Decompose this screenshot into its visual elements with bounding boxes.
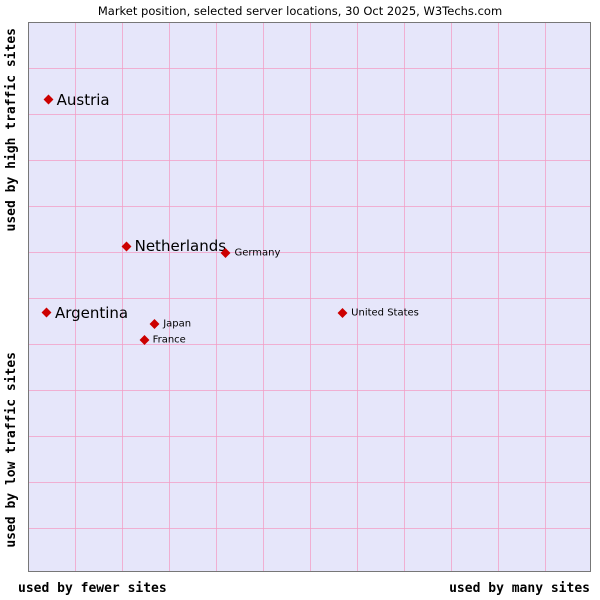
point-label: Japan bbox=[163, 318, 192, 330]
diamond-marker-icon bbox=[139, 335, 150, 346]
x-axis-label-many-sites: used by many sites bbox=[449, 581, 590, 596]
diamond-marker-icon bbox=[41, 307, 52, 318]
data-point-netherlands: Netherlands bbox=[121, 237, 227, 256]
point-label: Netherlands bbox=[134, 237, 227, 256]
point-label: Germany bbox=[234, 247, 281, 259]
data-point-japan: Japan bbox=[149, 318, 192, 330]
diamond-marker-icon bbox=[149, 318, 160, 329]
point-label: United States bbox=[351, 307, 419, 319]
chart-title: Market position, selected server locatio… bbox=[97, 4, 503, 18]
data-point-france: France bbox=[139, 334, 186, 346]
diamond-marker-icon bbox=[121, 241, 132, 251]
data-point-austria: Austria bbox=[43, 90, 110, 109]
diamond-marker-icon bbox=[337, 307, 348, 318]
x-axis-label-fewer-sites: used by fewer sites bbox=[18, 581, 167, 596]
point-label: Argentina bbox=[54, 303, 129, 322]
point-label: Austria bbox=[56, 90, 110, 109]
data-point-germany: Germany bbox=[221, 247, 281, 259]
data-point-argentina: Argentina bbox=[41, 303, 129, 322]
diamond-marker-icon bbox=[221, 248, 231, 259]
y-axis-label-low-traffic: used by low traffic sites bbox=[4, 352, 19, 548]
y-axis-label-high-traffic: used by high traffic sites bbox=[4, 28, 19, 232]
plot-area: Austria Netherlands Germany Argentina Japan F… bbox=[28, 22, 591, 572]
diamond-marker-icon bbox=[43, 94, 54, 105]
data-point-united-states: United States bbox=[337, 307, 419, 319]
point-label: France bbox=[152, 334, 186, 346]
